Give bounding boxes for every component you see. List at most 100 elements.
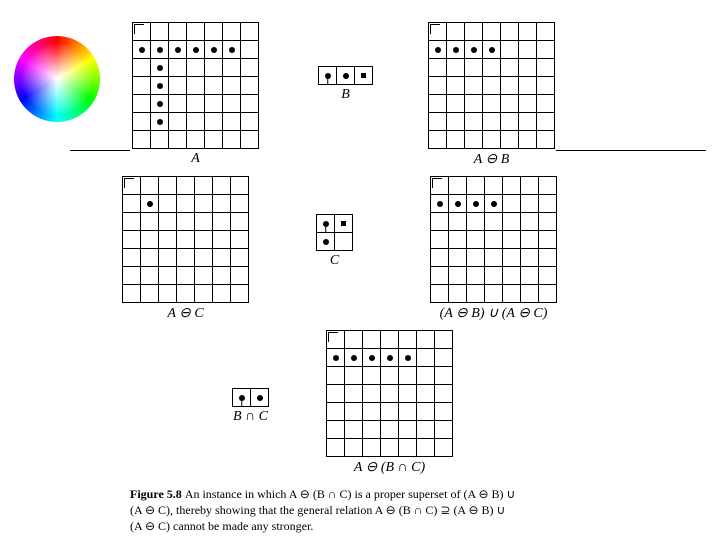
cell (501, 41, 519, 59)
cell (449, 195, 467, 213)
cell (537, 95, 555, 113)
cell (363, 331, 381, 349)
cell (213, 249, 231, 267)
cell (537, 113, 555, 131)
origin-mark (432, 178, 442, 188)
cell (435, 403, 453, 421)
cell (123, 231, 141, 249)
divider-left (70, 150, 130, 151)
cell (417, 367, 435, 385)
dot (157, 65, 163, 71)
cell (381, 403, 399, 421)
dot (491, 201, 497, 207)
grid-label: B ∩ C (233, 409, 268, 425)
cell (521, 285, 539, 303)
cell (151, 113, 169, 131)
cell (151, 41, 169, 59)
grid-C: C (316, 214, 353, 269)
figure-number: Figure 5.8 (130, 487, 185, 501)
grid-AmBnC: A ⊖ (B ∩ C) (326, 330, 453, 476)
cell (177, 231, 195, 249)
cell (519, 23, 537, 41)
cell (327, 403, 345, 421)
dot (157, 47, 163, 53)
cell (465, 131, 483, 149)
cell (177, 285, 195, 303)
cell (159, 177, 177, 195)
cell (519, 41, 537, 59)
cell (447, 131, 465, 149)
cell (327, 439, 345, 457)
cell (327, 421, 345, 439)
cell (187, 59, 205, 77)
cell (169, 41, 187, 59)
grid-AmC: A ⊖ C (122, 176, 249, 322)
dot (473, 201, 479, 207)
cell (381, 421, 399, 439)
cell (187, 131, 205, 149)
cell (123, 213, 141, 231)
cell (501, 131, 519, 149)
cell (519, 113, 537, 131)
cell (503, 195, 521, 213)
cell (213, 267, 231, 285)
cell (159, 285, 177, 303)
cell (417, 385, 435, 403)
cell (141, 195, 159, 213)
cell (231, 195, 249, 213)
grid-label: A (191, 151, 200, 167)
grid-cells (428, 22, 555, 149)
cell (133, 95, 151, 113)
cell (345, 367, 363, 385)
cell (417, 403, 435, 421)
cell (169, 77, 187, 95)
dot (333, 355, 339, 361)
grid-label: A ⊖ (B ∩ C) (354, 459, 425, 476)
cell (429, 23, 447, 41)
cell (205, 41, 223, 59)
cell (467, 267, 485, 285)
dot (193, 47, 199, 53)
cell (187, 113, 205, 131)
grid-BnC: B ∩ C (232, 388, 269, 425)
cell (141, 231, 159, 249)
cell (429, 95, 447, 113)
cell (449, 267, 467, 285)
cell (151, 23, 169, 41)
color-wheel (14, 36, 100, 122)
dot (437, 201, 443, 207)
cell (241, 23, 259, 41)
dot (489, 47, 495, 53)
cell (159, 231, 177, 249)
square-marker (341, 221, 346, 226)
cell (537, 77, 555, 95)
cell (355, 67, 373, 85)
cell (447, 77, 465, 95)
origin-stem (325, 224, 327, 232)
cell (205, 77, 223, 95)
cell (539, 267, 557, 285)
cell (521, 177, 539, 195)
grid-A: A (132, 22, 259, 167)
cell (399, 349, 417, 367)
dot (147, 201, 153, 207)
cell (519, 95, 537, 113)
cell (363, 403, 381, 421)
cell (133, 131, 151, 149)
cell (345, 331, 363, 349)
cell (447, 41, 465, 59)
cell (233, 389, 251, 407)
cell (169, 131, 187, 149)
grid-cells (122, 176, 249, 303)
cell (231, 285, 249, 303)
cell (177, 177, 195, 195)
cell (483, 77, 501, 95)
cell (539, 285, 557, 303)
cell (205, 59, 223, 77)
dot (343, 73, 349, 79)
cell (195, 285, 213, 303)
cell (159, 195, 177, 213)
dot (175, 47, 181, 53)
cell (449, 213, 467, 231)
cell (417, 331, 435, 349)
